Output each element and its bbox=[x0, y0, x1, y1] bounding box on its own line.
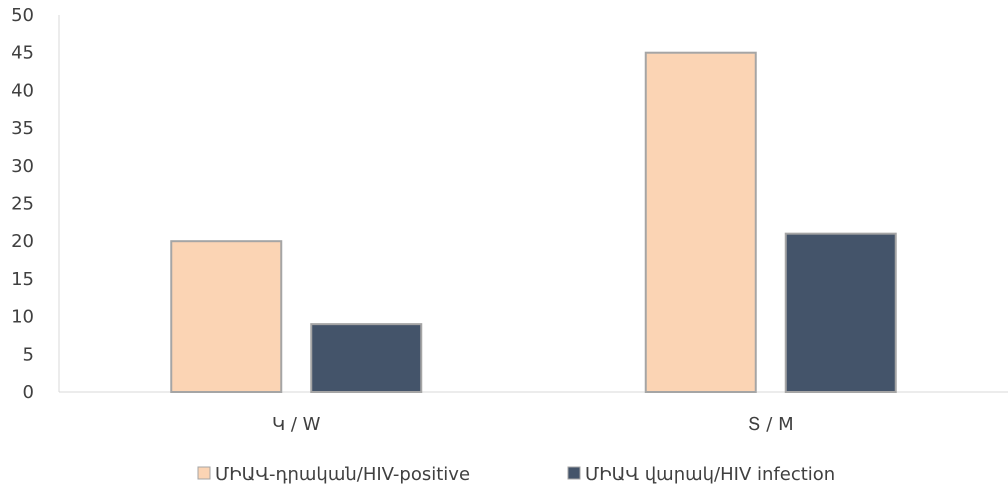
bar-series-0-category-0 bbox=[170, 240, 283, 393]
bar-series-1-category-0 bbox=[310, 323, 423, 394]
legend-label-1: ՄԻԱՎ վարակ/HIV infection bbox=[585, 464, 835, 485]
bar-series-0-category-1 bbox=[644, 51, 757, 393]
y-tick-label: 15 bbox=[11, 269, 34, 290]
bar-series-1-category-1 bbox=[784, 232, 897, 393]
y-tick-label: 5 bbox=[23, 344, 34, 365]
x-axis-category-labels: Կ / W Տ / M bbox=[272, 414, 794, 435]
x-category-label: Տ / M bbox=[748, 414, 794, 435]
y-tick-label: 45 bbox=[11, 43, 34, 64]
y-tick-label: 20 bbox=[11, 231, 34, 252]
y-tick-label: 35 bbox=[11, 118, 34, 139]
y-tick-label: 10 bbox=[11, 307, 34, 328]
y-tick-label: 50 bbox=[11, 5, 34, 26]
y-tick-label: 40 bbox=[11, 80, 34, 101]
y-tick-label: 25 bbox=[11, 194, 34, 215]
legend: ՄԻԱՎ-դրական/HIV-positive ՄԻԱՎ վարակ/HIV i… bbox=[197, 464, 835, 485]
x-category-label: Կ / W bbox=[272, 414, 321, 435]
y-tick-label: 0 bbox=[23, 382, 34, 403]
legend-label-0: ՄԻԱՎ-դրական/HIV-positive bbox=[215, 464, 470, 485]
legend-swatch-0 bbox=[197, 466, 211, 480]
y-axis-tick-labels: 0 5 10 15 20 25 30 35 40 45 50 bbox=[11, 5, 34, 403]
y-tick-label: 30 bbox=[11, 156, 34, 177]
legend-swatch-1 bbox=[567, 466, 581, 480]
bars-group bbox=[170, 51, 897, 394]
